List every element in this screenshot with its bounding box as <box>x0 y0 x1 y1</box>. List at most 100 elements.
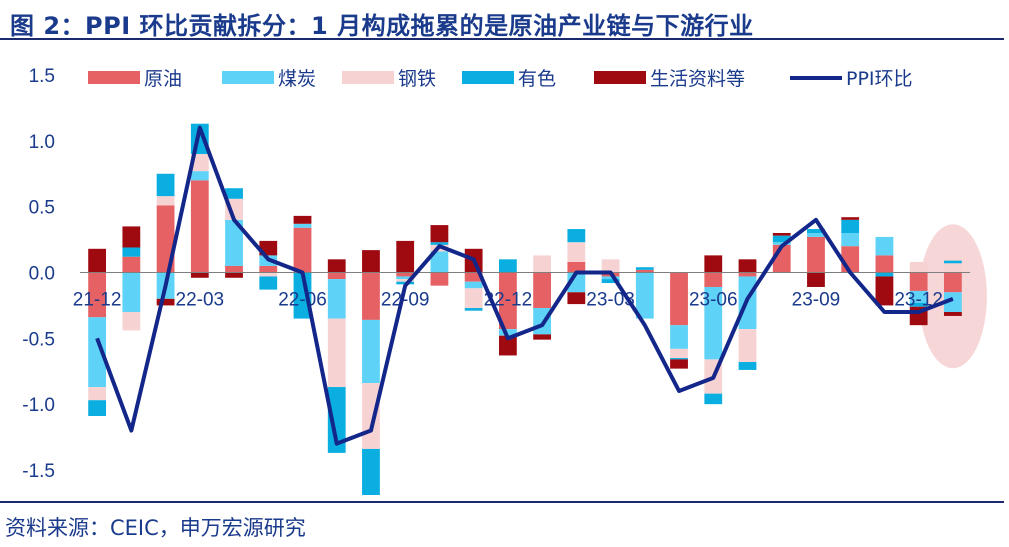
bar-segment-生活资料等-22-08 <box>362 250 380 273</box>
x-tick-label: 21-12 <box>73 290 122 311</box>
bar-segment-钢铁-22-03 <box>190 154 209 172</box>
legend-label: 原油 <box>144 68 182 90</box>
bar-segment-有色-23-05 <box>670 358 688 360</box>
bar-segment-有色-23-07 <box>738 362 757 370</box>
bar-segment-原油-22-12 <box>498 272 517 330</box>
y-tick-label: -1.5 <box>22 461 55 482</box>
bar-segment-生活资料等-22-02 <box>156 298 175 306</box>
bar-segment-原油-23-07 <box>738 272 757 277</box>
bar-segment-原油-22-03 <box>190 180 209 273</box>
bar-segment-生活资料等-23-07 <box>738 259 757 273</box>
bar-segment-有色-22-06 <box>293 272 312 319</box>
x-tick-label: 23-06 <box>689 290 738 311</box>
bar-segment-钢铁-22-08 <box>362 383 380 449</box>
bar-segment-生活资料等-23-08 <box>772 233 791 236</box>
bar-segment-煤炭-23-05 <box>670 325 688 349</box>
x-tick-label: 22-09 <box>381 290 430 311</box>
y-tick-label: -1.0 <box>22 395 55 416</box>
bar-segment-钢铁-23-01 <box>533 255 552 273</box>
bar-segment-原油-24-01 <box>943 272 962 293</box>
title-divider <box>0 38 1004 40</box>
bar-segment-钢铁-21-12 <box>88 387 107 401</box>
bar-segment-有色-22-11 <box>464 308 483 311</box>
bar-segment-钢铁-23-03 <box>601 259 620 273</box>
bar-segment-钢铁-22-01 <box>122 312 141 331</box>
bar-segment-原油-23-09 <box>807 236 825 273</box>
bar-segment-生活资料等-23-05 <box>670 359 688 369</box>
bar-segment-原油-23-11 <box>875 255 894 273</box>
bar-segment-原油-22-04 <box>225 265 243 273</box>
bar-segment-煤炭-22-08 <box>362 319 380 384</box>
bar-segment-生活资料等-22-04 <box>225 272 243 278</box>
bar-segment-生活资料等-23-11 <box>875 276 894 306</box>
source-divider <box>0 501 1004 503</box>
legend-label: 生活资料等 <box>650 68 745 90</box>
bar-segment-原油-21-12 <box>88 272 107 318</box>
bar-segment-生活资料等-22-12 <box>498 335 517 356</box>
bar-segment-有色-22-02 <box>156 173 175 197</box>
bar-segment-生活资料等-23-01 <box>533 334 552 340</box>
bar-segment-煤炭-22-11 <box>464 281 483 289</box>
bar-segment-生活资料等-21-12 <box>88 248 107 273</box>
bar-segment-有色-22-01 <box>122 247 141 257</box>
bar-segment-生活资料等-23-06 <box>704 255 723 273</box>
bar-segment-原油-23-02 <box>567 261 586 273</box>
bar-segment-生活资料等-22-10 <box>430 225 449 243</box>
legend-swatch <box>462 71 514 84</box>
bar-segment-煤炭-23-03 <box>601 276 620 280</box>
bar-segment-生活资料等-22-09 <box>396 240 415 273</box>
bar-segment-煤炭-22-04 <box>225 219 243 266</box>
bar-segment-煤炭-22-06 <box>293 223 312 228</box>
x-tick-label: 23-09 <box>792 290 841 311</box>
ppi-contribution-chart: 1.5 1.0 0.5 0.0 -0.5 -1.0 -1.5 21-12 22-03 22-06… <box>22 66 987 496</box>
bar-segment-生活资料等-22-06 <box>293 215 312 224</box>
y-tick-label: 1.0 <box>29 132 55 153</box>
bar-segment-有色-24-01 <box>943 260 962 264</box>
bar-segment-钢铁-23-05 <box>670 348 688 359</box>
bar-segment-有色-23-09 <box>807 229 825 233</box>
bar-segment-原油-23-04 <box>635 269 654 273</box>
legend-swatch <box>342 71 394 84</box>
x-axis-labels: 21-12 22-03 22-06 22-09 22-12 23-03 23-06 23-09… <box>73 290 943 311</box>
bar-segment-有色-22-12 <box>498 259 517 273</box>
legend-swatch <box>88 71 140 84</box>
bar-segment-钢铁-23-12 <box>909 261 928 273</box>
bar-segment-原油-23-01 <box>533 272 552 309</box>
bar-segment-煤炭-21-12 <box>88 317 107 388</box>
bar-segment-原油-22-08 <box>362 272 380 320</box>
bar-segment-原油-23-05 <box>670 272 688 326</box>
bar-segment-原油-22-07 <box>327 272 346 280</box>
bar-segment-有色-23-08 <box>772 235 791 243</box>
bar-segment-生活资料等-22-03 <box>190 272 209 278</box>
bar-segment-钢铁-24-01 <box>943 263 962 273</box>
bar-segment-煤炭-22-03 <box>190 171 209 181</box>
bar-segment-有色-23-11 <box>875 272 894 277</box>
bar-segment-煤炭-23-12 <box>909 290 928 303</box>
bar-segment-有色-23-02 <box>567 229 586 243</box>
y-tick-label: -0.5 <box>22 329 55 350</box>
bar-segment-原油-22-10 <box>430 272 449 286</box>
bar-segment-原油-22-05 <box>259 265 278 273</box>
bar-segment-煤炭-22-07 <box>327 279 346 319</box>
bar-segment-有色-22-04 <box>225 188 243 199</box>
ppi-line <box>95 125 954 446</box>
bar-segment-钢铁-22-02 <box>156 196 175 206</box>
bar-segment-生活资料等-22-07 <box>327 259 346 273</box>
legend-label: 有色 <box>518 68 556 90</box>
bar-segment-钢铁-23-02 <box>567 242 586 262</box>
bar-segment-生活资料等-23-02 <box>567 292 586 305</box>
bar-segment-有色-23-10 <box>841 219 860 233</box>
bar-segment-煤炭-22-09 <box>396 276 415 280</box>
legend-label: PPI环比 <box>846 68 913 90</box>
bar-segment-有色-22-07 <box>327 387 346 453</box>
bar-segment-有色-21-12 <box>88 400 107 417</box>
x-tick-label: 22-03 <box>176 290 225 311</box>
bar-segment-生活资料等-23-10 <box>841 217 860 220</box>
bar-segment-有色-22-05 <box>259 276 278 290</box>
legend-label: 钢铁 <box>398 68 436 90</box>
x-tick-label: 22-06 <box>278 290 327 311</box>
stacked-bars <box>88 123 962 496</box>
bar-segment-钢铁-23-07 <box>738 329 757 363</box>
bar-segment-钢铁-22-09 <box>396 279 415 282</box>
ppi-line-path <box>95 125 954 446</box>
